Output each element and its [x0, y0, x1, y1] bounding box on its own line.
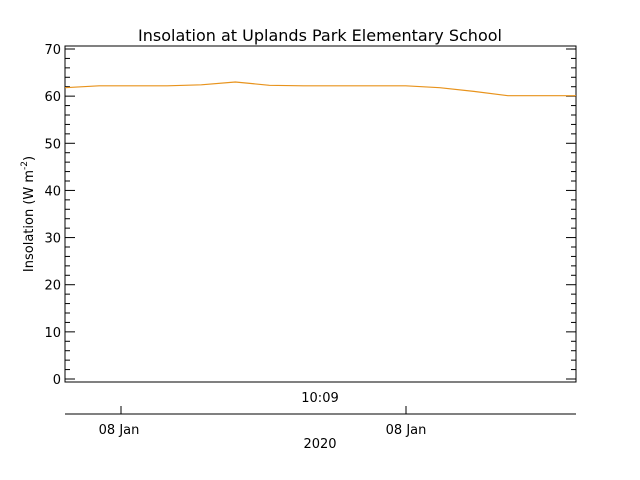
y-axis-label-main: Insolation (W m [22, 170, 37, 272]
chart-title: Insolation at Uplands Park Elementary Sc… [138, 26, 502, 45]
y-tick-label-60: 60 [44, 90, 61, 105]
plot-frame [64, 45, 577, 383]
y-tick-labels: 0 10 20 30 40 50 60 70 [44, 43, 61, 388]
y-axis-label-superscript: -2 [20, 161, 30, 170]
y-ticks [65, 48, 576, 380]
series-line [64, 81, 576, 97]
y-tick-label-40: 40 [44, 184, 61, 199]
y-tick-label-30: 30 [44, 232, 61, 247]
date-tick-label-1: 08 Jan [99, 423, 140, 438]
time-label: 10:09 [301, 391, 338, 406]
y-axis-label: Insolation (W m-2) [20, 156, 37, 272]
y-tick-label-20: 20 [44, 279, 61, 294]
x-axis-label: 2020 [303, 437, 336, 452]
y-tick-label-50: 50 [44, 137, 61, 152]
y-tick-label-10: 10 [44, 326, 61, 341]
y-axis-label-close: ) [22, 156, 37, 161]
y-tick-label-70: 70 [44, 43, 61, 58]
date-tick-label-2: 08 Jan [386, 423, 427, 438]
y-tick-label-0: 0 [53, 373, 61, 388]
